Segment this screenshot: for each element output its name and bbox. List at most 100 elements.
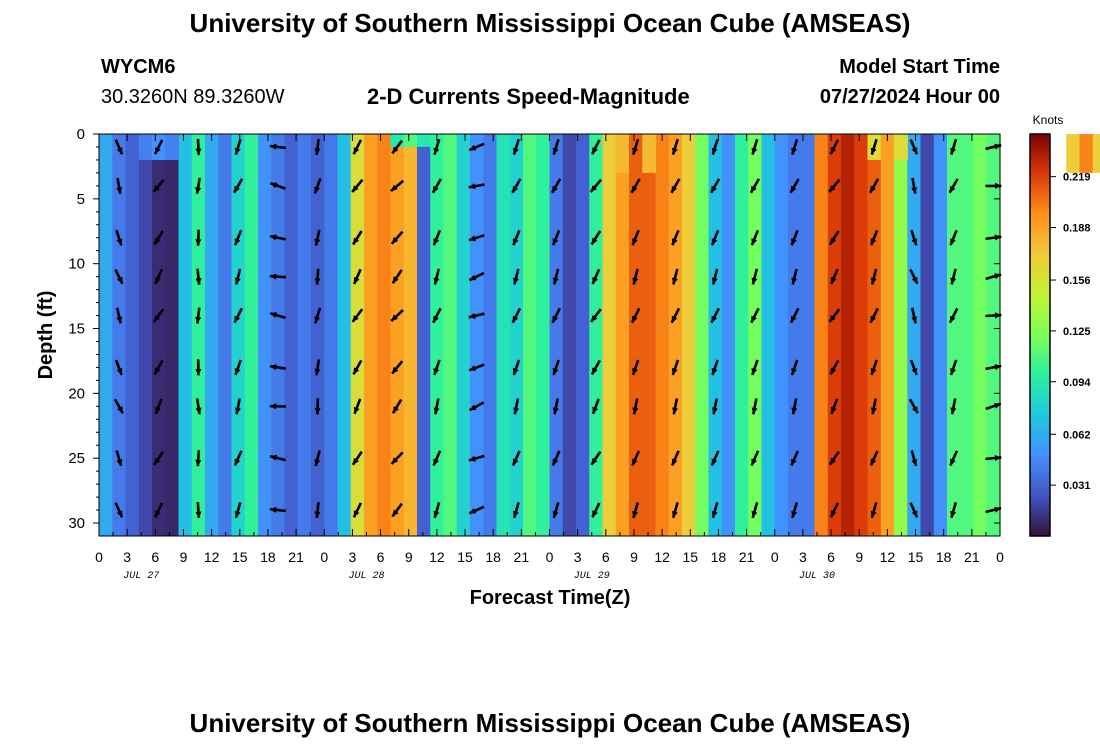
- colorbar-tick-label-4: 0.094: [1063, 377, 1091, 389]
- current-arrowhead-55-7: [829, 457, 836, 465]
- current-arrowhead-16-7: [314, 459, 321, 466]
- x-tick-label-25: 3: [799, 549, 807, 565]
- current-arrowhead-31-1: [512, 185, 519, 193]
- current-arrowhead-22-1: [391, 184, 398, 191]
- x-tick-label-0: 0: [95, 549, 103, 565]
- heat-cell-24: [417, 134, 431, 536]
- current-arrowhead-55-2: [830, 237, 837, 245]
- current-arrowhead-13-8: [269, 506, 277, 513]
- current-arrowhead-4-7: [154, 457, 161, 465]
- current-arrowhead-16-4: [314, 316, 320, 324]
- heat-cell-1: [112, 134, 127, 536]
- current-arrowhead-37-5: [592, 367, 598, 375]
- current-arrowhead-43-4: [671, 315, 678, 323]
- heat-cell-27: [456, 134, 471, 536]
- current-arrowhead-22-2: [391, 237, 399, 244]
- current-arrowhead-58-4: [870, 315, 877, 323]
- current-arrowhead-13-0: [269, 143, 277, 150]
- current-arrowhead-61-4: [911, 316, 918, 324]
- current-arrowhead-67-0: [994, 143, 1002, 150]
- current-arrowhead-37-4: [591, 315, 598, 322]
- heat-cell-8: [205, 134, 219, 536]
- current-arrowhead-61-6: [912, 406, 918, 414]
- heat-cell-46: [708, 134, 723, 536]
- current-arrowhead-28-7: [468, 455, 476, 462]
- current-arrowhead-46-4: [711, 315, 718, 323]
- current-arrowhead-19-6: [353, 406, 360, 414]
- current-arrowhead-34-3: [552, 277, 559, 285]
- heat-cell-52: [788, 134, 802, 536]
- date-label-3: JUL 30: [799, 571, 835, 582]
- heat-cell-0: [99, 134, 113, 536]
- surface-cell-0-0: [138, 134, 153, 160]
- current-arrowhead-13-3: [269, 273, 277, 280]
- current-arrowhead-4-0: [155, 147, 161, 155]
- current-arrowhead-40-1: [631, 185, 638, 193]
- x-tick-label-19: 9: [630, 549, 638, 565]
- colorbar-tick-label-5: 0.062: [1063, 429, 1091, 441]
- heat-cell-58: [867, 134, 882, 536]
- current-arrowhead-52-7: [791, 458, 797, 466]
- x-tick-label-22: 18: [711, 549, 727, 565]
- current-arrowhead-58-0: [870, 147, 877, 155]
- surface-cell-0-2: [165, 134, 180, 160]
- x-tick-label-2: 6: [151, 549, 159, 565]
- current-arrowhead-31-4: [512, 315, 519, 323]
- heat-cell-35: [562, 134, 577, 536]
- current-arrowhead-43-8: [672, 510, 678, 518]
- current-arrowhead-34-4: [552, 315, 559, 323]
- current-arrowhead-4-4: [153, 315, 160, 322]
- current-arrowhead-40-7: [632, 458, 638, 466]
- current-arrowhead-31-7: [512, 458, 519, 466]
- x-tick-label-32: 0: [996, 549, 1004, 565]
- current-arrowhead-43-0: [672, 147, 678, 155]
- current-arrowhead-34-6: [552, 407, 559, 415]
- current-arrowhead-7-5: [195, 369, 202, 376]
- current-arrowhead-67-4: [994, 312, 1002, 319]
- current-arrowhead-10-3: [234, 277, 241, 285]
- current-arrowhead-7-3: [195, 278, 202, 285]
- current-arrowhead-58-8: [870, 510, 877, 518]
- heat-cell-49: [748, 134, 763, 536]
- x-tick-label-14: 18: [485, 549, 501, 565]
- surface-cell-2-1: [629, 134, 643, 173]
- current-arrowhead-7-6: [195, 407, 202, 415]
- axes: 0 3 6 9 12 15 18 21 0 3 6 9 12 15 18 21 0 3 6 9 12 15 18 21 0 3 6 9…: [68, 126, 1004, 582]
- current-arrowhead-28-5: [469, 365, 477, 371]
- current-arrowhead-16-5: [314, 368, 321, 376]
- current-arrowhead-52-0: [791, 147, 797, 155]
- current-arrowhead-34-7: [552, 458, 559, 466]
- current-arrowhead-19-4: [352, 315, 359, 322]
- current-arrowhead-28-4: [468, 313, 476, 319]
- heat-cell-16: [311, 134, 325, 536]
- heat-cell-4: [152, 134, 166, 536]
- heat-cell-60: [894, 134, 908, 536]
- current-arrowhead-49-1: [750, 185, 757, 193]
- x-tick-label-9: 3: [349, 549, 357, 565]
- heat-cell-45: [695, 134, 710, 536]
- x-tick-label-15: 21: [514, 549, 530, 565]
- current-arrowhead-10-8: [234, 510, 241, 518]
- current-arrowhead-31-0: [513, 147, 519, 155]
- x-tick-label-12: 12: [429, 549, 445, 565]
- current-arrowhead-61-5: [911, 367, 918, 375]
- current-arrowhead-13-4: [270, 312, 278, 318]
- surface-cell-1-1: [403, 134, 418, 147]
- current-arrowhead-43-3: [672, 277, 678, 285]
- heatmap-cells: [99, 134, 1100, 536]
- current-arrowhead-37-1: [590, 185, 598, 192]
- current-arrowhead-49-4: [751, 315, 757, 323]
- current-arrowhead-67-6: [994, 402, 1001, 409]
- y-axis-label: Depth (ft): [35, 291, 57, 380]
- heat-cell-26: [443, 134, 458, 536]
- colorbar: [1029, 133, 1051, 537]
- heat-cell-43: [668, 134, 683, 536]
- current-arrowhead-61-8: [911, 510, 918, 518]
- surface-cell-3-2: [894, 134, 908, 160]
- colorbar-tick-label-6: 0.031: [1063, 480, 1091, 492]
- heat-cell-40: [629, 134, 643, 536]
- surface-cell-2-2: [642, 134, 657, 173]
- current-arrowhead-49-8: [751, 510, 758, 518]
- current-arrowhead-10-6: [234, 407, 241, 415]
- x-tick-label-26: 6: [827, 549, 835, 565]
